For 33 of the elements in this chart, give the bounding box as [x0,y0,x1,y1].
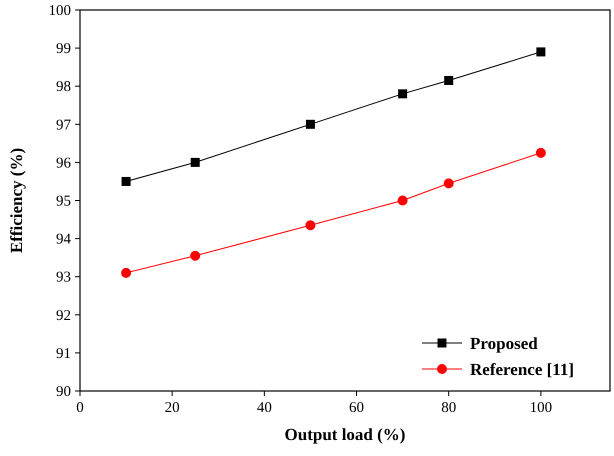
y-tick-label: 98 [56,79,71,96]
y-tick-label: 99 [56,41,71,58]
legend-label: Proposed [470,334,538,353]
y-tick-label: 93 [56,270,71,286]
y-tick-label: 94 [56,232,72,248]
x-tick-label: 20 [164,400,180,416]
point [444,76,454,85]
point [121,268,132,278]
y-tick-label: 90 [56,384,71,400]
point [536,47,546,56]
x-tick-label: 60 [349,400,364,416]
y-tick-label: 92 [56,308,71,324]
point [190,250,200,261]
point [190,158,200,167]
point [536,148,546,158]
y-tick-label: 95 [56,194,71,210]
y-tick-label: 100 [48,3,71,19]
y-tick-label: 96 [56,155,72,172]
x-axis-title: Output load (%) [284,425,406,444]
point [444,178,454,188]
legend-label: Reference [11] [470,360,574,379]
point [305,220,316,230]
y-axis-title: Efficiency (%) [7,148,26,254]
x-tick-label: 40 [256,400,272,416]
y-tick-label: 97 [56,117,72,134]
point [122,176,131,186]
y-tick-label: 91 [56,346,71,362]
point [398,196,408,206]
point [398,89,408,98]
x-tick-label: 0 [76,400,84,416]
x-tick-label: 80 [441,400,456,416]
x-tick-label: 100 [530,400,552,416]
point [306,120,315,129]
